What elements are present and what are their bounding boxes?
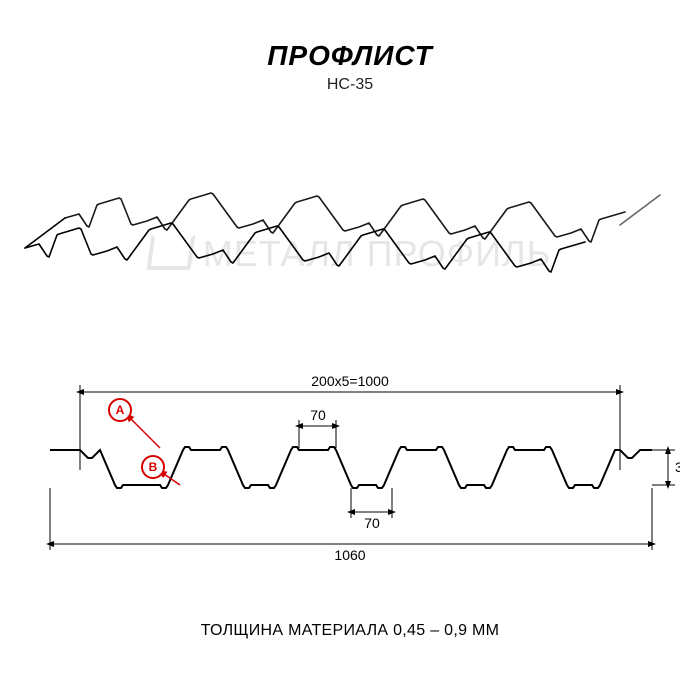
cross-section-diagram: 200х5=1000 70 70 35 1060 A B	[20, 360, 680, 580]
isometric-render	[20, 120, 680, 320]
profile-path	[50, 447, 652, 488]
thickness-label: ТОЛЩИНА МАТЕРИАЛА 0,45 – 0,9 ММ	[0, 622, 700, 640]
dim-bottom-flat: 70	[364, 515, 380, 531]
dim-pitch: 200х5=1000	[311, 373, 389, 389]
model-code: НС-35	[0, 76, 700, 94]
marker-b-label: B	[149, 460, 158, 474]
marker-a-label: A	[116, 403, 125, 417]
dim-height: 35	[675, 459, 680, 475]
page: ПРОФЛИСТ НС-35 МЕТАЛЛ ПРОФИЛЬ	[0, 0, 700, 700]
dim-overall: 1060	[334, 547, 365, 563]
dim-top-flat: 70	[310, 407, 326, 423]
page-title: ПРОФЛИСТ	[0, 40, 700, 72]
